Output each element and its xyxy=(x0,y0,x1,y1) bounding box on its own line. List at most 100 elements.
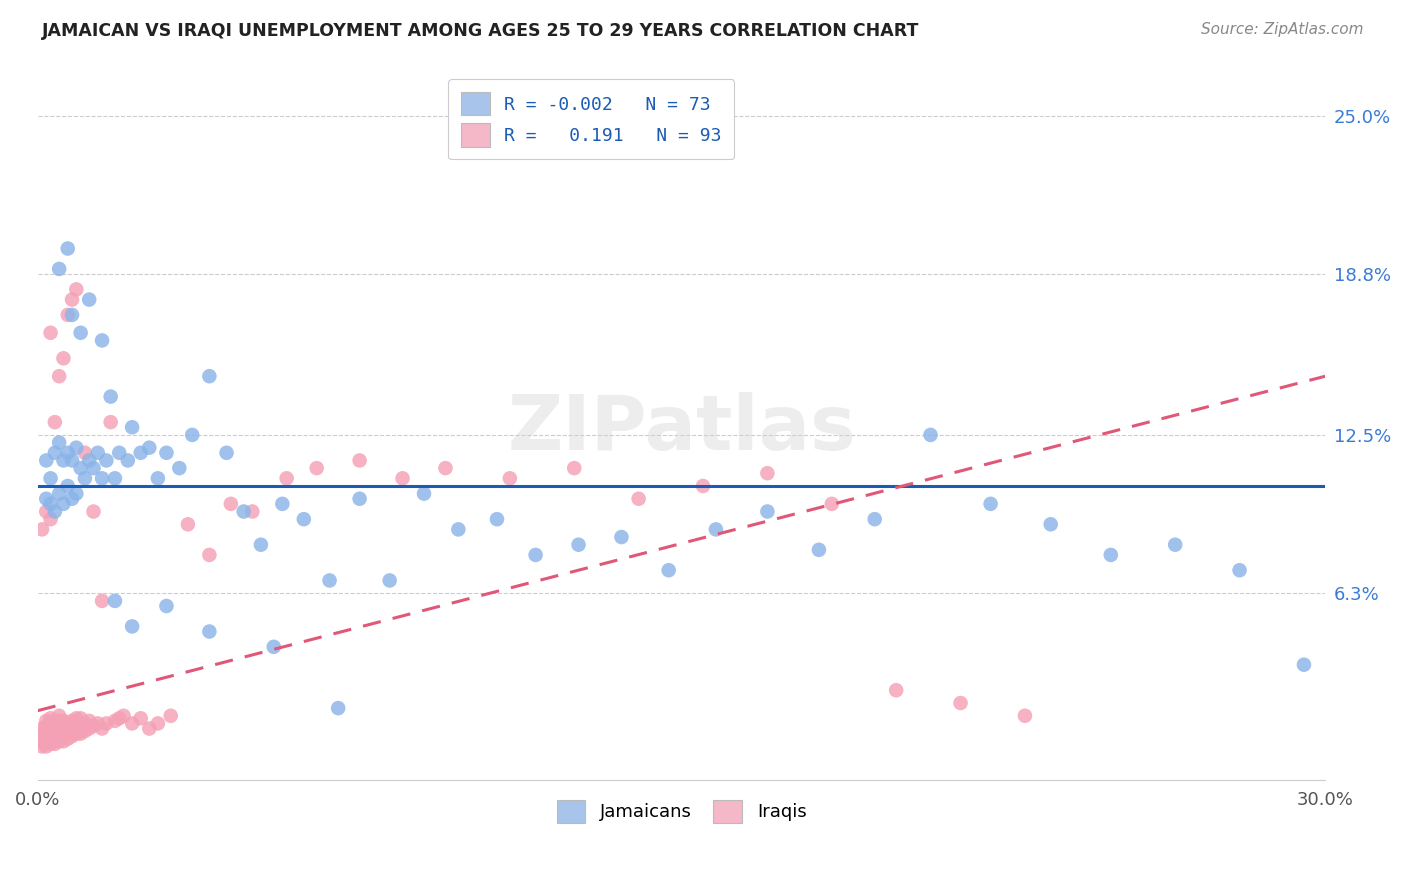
Point xyxy=(65,719,87,733)
Point xyxy=(60,453,83,467)
Point xyxy=(82,504,104,518)
Point xyxy=(96,716,118,731)
Point xyxy=(52,497,75,511)
Point xyxy=(44,737,66,751)
Text: JAMAICAN VS IRAQI UNEMPLOYMENT AMONG AGES 25 TO 29 YEARS CORRELATION CHART: JAMAICAN VS IRAQI UNEMPLOYMENT AMONG AGE… xyxy=(42,22,920,40)
Point xyxy=(56,242,79,256)
Point xyxy=(52,453,75,467)
Point xyxy=(52,714,75,728)
Point xyxy=(524,548,547,562)
Point xyxy=(271,497,294,511)
Point xyxy=(980,497,1002,511)
Point xyxy=(920,428,942,442)
Point xyxy=(215,446,238,460)
Point xyxy=(96,453,118,467)
Point xyxy=(35,734,58,748)
Point xyxy=(35,453,58,467)
Point xyxy=(100,390,122,404)
Point xyxy=(177,517,200,532)
Point xyxy=(69,461,91,475)
Point xyxy=(60,293,83,307)
Point xyxy=(31,522,53,536)
Point xyxy=(181,428,204,442)
Point xyxy=(56,446,79,460)
Point xyxy=(60,729,83,743)
Point xyxy=(292,512,315,526)
Point xyxy=(35,729,58,743)
Point xyxy=(77,293,100,307)
Point xyxy=(52,729,75,743)
Point xyxy=(60,714,83,728)
Point xyxy=(60,722,83,736)
Point xyxy=(73,471,96,485)
Point xyxy=(44,446,66,460)
Point xyxy=(82,719,104,733)
Point xyxy=(48,719,70,733)
Point xyxy=(413,486,436,500)
Point xyxy=(39,711,62,725)
Point xyxy=(39,716,62,731)
Point xyxy=(65,486,87,500)
Point xyxy=(627,491,650,506)
Point xyxy=(146,716,169,731)
Point xyxy=(44,731,66,746)
Point xyxy=(100,415,122,429)
Point xyxy=(35,504,58,518)
Point xyxy=(73,724,96,739)
Point xyxy=(658,563,681,577)
Point xyxy=(39,722,62,736)
Point xyxy=(146,471,169,485)
Legend: Jamaicans, Iraqis: Jamaicans, Iraqis xyxy=(546,789,817,834)
Point xyxy=(48,724,70,739)
Point xyxy=(447,522,470,536)
Point xyxy=(44,714,66,728)
Text: Source: ZipAtlas.com: Source: ZipAtlas.com xyxy=(1201,22,1364,37)
Point xyxy=(240,504,263,518)
Point xyxy=(112,708,135,723)
Point xyxy=(821,497,844,511)
Point xyxy=(87,716,110,731)
Point xyxy=(69,726,91,740)
Point xyxy=(44,504,66,518)
Point xyxy=(31,722,53,736)
Point xyxy=(117,453,139,467)
Point xyxy=(35,491,58,506)
Point xyxy=(44,722,66,736)
Text: ZIPatlas: ZIPatlas xyxy=(508,392,856,466)
Point xyxy=(562,461,585,475)
Point xyxy=(318,574,340,588)
Point xyxy=(77,453,100,467)
Point xyxy=(108,711,131,725)
Point xyxy=(198,369,221,384)
Point xyxy=(349,453,371,467)
Point xyxy=(232,504,254,518)
Point xyxy=(104,471,127,485)
Point xyxy=(48,435,70,450)
Point xyxy=(39,471,62,485)
Point xyxy=(1039,517,1062,532)
Point xyxy=(250,538,273,552)
Point xyxy=(60,308,83,322)
Point xyxy=(155,446,177,460)
Point xyxy=(155,599,177,613)
Point xyxy=(391,471,413,485)
Point xyxy=(60,491,83,506)
Point xyxy=(48,714,70,728)
Point xyxy=(56,308,79,322)
Point xyxy=(35,724,58,739)
Point xyxy=(65,711,87,725)
Point xyxy=(949,696,972,710)
Point xyxy=(328,701,350,715)
Point xyxy=(65,282,87,296)
Point xyxy=(159,708,181,723)
Point xyxy=(434,461,457,475)
Point xyxy=(44,415,66,429)
Point xyxy=(39,497,62,511)
Point xyxy=(276,471,298,485)
Point xyxy=(884,683,907,698)
Point xyxy=(129,446,152,460)
Point xyxy=(65,726,87,740)
Point xyxy=(138,722,160,736)
Point xyxy=(219,497,242,511)
Point xyxy=(499,471,522,485)
